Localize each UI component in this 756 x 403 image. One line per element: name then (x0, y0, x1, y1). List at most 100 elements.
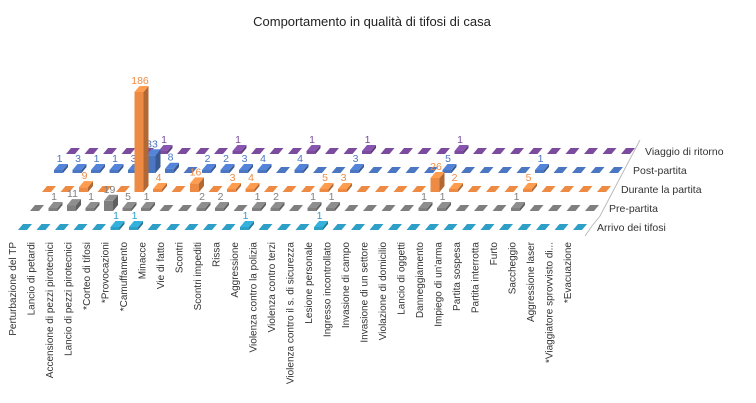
data-label: 16 (190, 166, 202, 178)
bar-top (67, 199, 81, 206)
bar (338, 189, 347, 192)
series-label: Durante la partita (621, 184, 702, 196)
bar-top (609, 167, 623, 173)
category-label: *Camuffamento (119, 242, 130, 312)
bar-side (279, 202, 285, 211)
data-label: 2 (199, 191, 205, 203)
bar-top (529, 205, 544, 211)
bar-top (30, 205, 44, 211)
bar (190, 183, 199, 192)
bar-top (565, 148, 580, 154)
bar-side (451, 164, 457, 173)
bar-top (276, 167, 290, 173)
bar-top (270, 202, 285, 208)
bar-side (205, 202, 211, 211)
bar-side (254, 183, 260, 192)
bar-side (520, 202, 525, 211)
bar-top (73, 224, 88, 230)
bar (110, 227, 120, 230)
data-label: 3 (230, 172, 236, 184)
bar (252, 208, 261, 211)
bar-top (442, 164, 457, 170)
data-label: 1 (538, 153, 544, 165)
data-label: 4 (260, 153, 266, 165)
bar-top (380, 148, 395, 154)
bar-top (84, 148, 99, 154)
bar-top (269, 148, 284, 154)
bar (109, 170, 119, 173)
bar-top (437, 202, 451, 208)
bar-side (199, 177, 204, 192)
data-label: 1 (317, 210, 323, 222)
bar-top (517, 224, 532, 230)
data-label: 5 (445, 153, 451, 165)
bar-top (523, 183, 537, 189)
bar-top (454, 145, 469, 151)
bar-top (221, 224, 236, 230)
series-label: Pre-partita (609, 203, 658, 215)
bar-top (282, 186, 297, 192)
bar-top (92, 224, 106, 230)
bar-top (227, 183, 241, 189)
category-label: *Provocazioni (101, 242, 112, 303)
bar (454, 151, 464, 154)
category-label: *Viaggiatore sprovvisto di... (545, 242, 556, 363)
data-label: 3 (75, 153, 81, 165)
data-label: 1 (421, 191, 427, 203)
bar-top (554, 224, 569, 230)
bar-top (381, 205, 396, 211)
bar (270, 208, 280, 211)
bar-top (510, 148, 524, 154)
bar (141, 208, 150, 211)
chart-title: Comportamento in qualità di tifosi di ca… (253, 14, 492, 29)
bar-top (36, 224, 51, 230)
category-label: Partita interrotta (471, 242, 482, 314)
bar-side (162, 183, 167, 192)
category-label: Furto (489, 242, 500, 266)
bar (535, 170, 544, 173)
bar-side (303, 164, 309, 173)
bar-top (393, 186, 408, 192)
category-label: Perturbazione del TP (8, 242, 19, 336)
category-label: Aggressione laser (526, 241, 537, 322)
depth-axis (584, 139, 641, 237)
category-label: Accensione di pezzi pirotecnici (45, 242, 56, 378)
bar-top (400, 205, 414, 211)
category-label: Minacce (138, 242, 149, 280)
bar-side (138, 221, 143, 230)
bar-top (368, 167, 383, 173)
bar-side (118, 164, 124, 173)
data-label: 2 (218, 191, 224, 203)
bar (158, 151, 168, 154)
bar-top (239, 164, 253, 170)
bar-top (313, 167, 327, 173)
data-label: 5 (125, 191, 131, 203)
bar-top (573, 224, 587, 230)
bar-top (578, 186, 593, 192)
bar-top (350, 164, 364, 170)
bar-top (399, 148, 413, 154)
bar-top (584, 148, 598, 154)
bar (79, 187, 88, 192)
data-label: 3 (353, 153, 359, 165)
bar-top (436, 148, 450, 154)
bar-top (141, 202, 155, 208)
bar (449, 189, 458, 192)
bar-top (343, 148, 358, 154)
bar-top (97, 186, 112, 192)
bar (240, 227, 249, 230)
bar-top (258, 224, 273, 230)
category-label: Saccheggio (508, 242, 519, 295)
bar-top (183, 167, 198, 173)
data-label: 3 (131, 153, 137, 165)
bar-top (295, 224, 310, 230)
category-label: Scontri (175, 242, 186, 273)
bar-top (547, 148, 561, 154)
bar-top (91, 164, 105, 170)
data-label: 186 (131, 75, 149, 87)
bar-top (104, 194, 118, 201)
bar-side (323, 221, 328, 230)
bar-top (363, 205, 377, 211)
bar-side (335, 202, 340, 211)
bar-side (113, 194, 118, 211)
